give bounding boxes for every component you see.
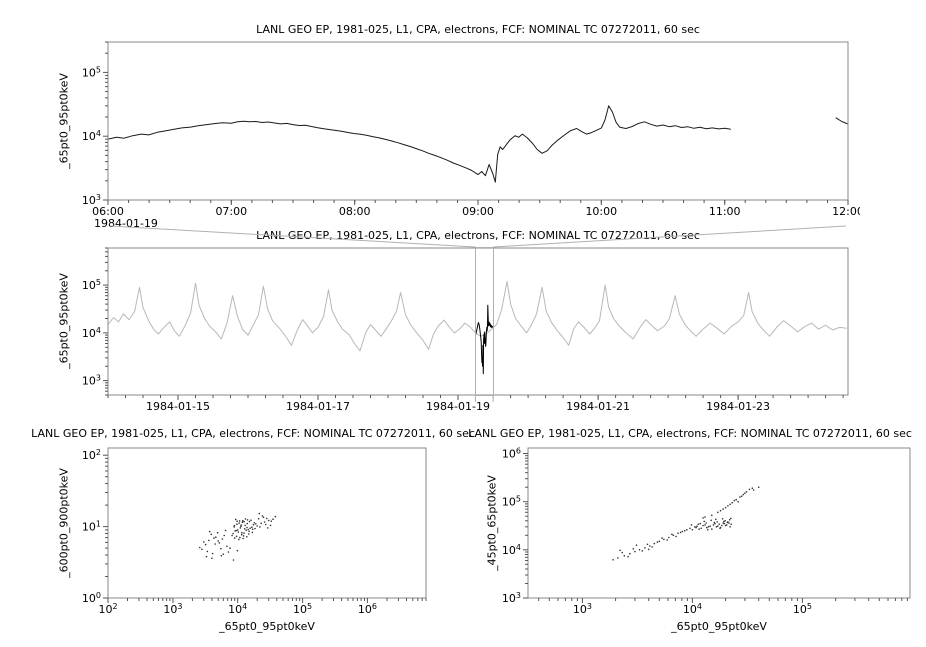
svg-text:104: 104 [228, 602, 247, 616]
top-panel-title: LANL GEO EP, 1981-025, L1, CPA, electron… [256, 23, 700, 36]
svg-text:104: 104 [502, 543, 521, 557]
svg-text:09:00: 09:00 [462, 205, 494, 218]
bottom-left-panel-title: LANL GEO EP, 1981-025, L1, CPA, electron… [31, 427, 475, 440]
svg-text:106: 106 [358, 602, 377, 616]
bottom-right-scatter-plot[interactable]: 103 104 105 103 104 105 106 [480, 440, 926, 635]
svg-text:102: 102 [82, 448, 101, 462]
svg-text:104: 104 [82, 129, 101, 143]
bottom-right-panel-title: LANL GEO EP, 1981-025, L1, CPA, electron… [468, 427, 912, 440]
middle-timeseries-plot[interactable]: 1984-01-15 1984-01-17 1984-01-19 1984-01-21… [60, 240, 860, 430]
svg-text:1984-01-17: 1984-01-17 [286, 400, 350, 413]
svg-text:06:00: 06:00 [92, 205, 124, 218]
top-timeseries-plot[interactable]: 06:0007:0008:0009:0010:0011:0012:0010310… [60, 34, 860, 234]
svg-text:1984-01-23: 1984-01-23 [706, 400, 770, 413]
svg-text:105: 105 [293, 602, 312, 616]
zoom-selection-box[interactable] [474, 247, 495, 396]
svg-text:105: 105 [502, 495, 521, 509]
svg-text:106: 106 [502, 447, 521, 461]
bottom-right-panel-x-axis-label: _65pt0_95pt0keV [671, 620, 767, 633]
svg-text:103: 103 [82, 374, 101, 388]
svg-text:08:00: 08:00 [339, 205, 371, 218]
svg-text:103: 103 [502, 591, 521, 605]
svg-text:105: 105 [82, 278, 101, 292]
svg-text:10:00: 10:00 [585, 205, 617, 218]
svg-text:105: 105 [793, 602, 812, 616]
svg-text:102: 102 [98, 602, 117, 616]
svg-text:1984-01-15: 1984-01-15 [146, 400, 210, 413]
svg-text:104: 104 [82, 326, 101, 340]
svg-text:103: 103 [163, 602, 182, 616]
svg-text:105: 105 [82, 65, 101, 79]
svg-text:12:00: 12:00 [832, 205, 860, 218]
svg-text:1984-01-19: 1984-01-19 [426, 400, 490, 413]
svg-text:101: 101 [82, 520, 101, 534]
svg-text:1984-01-21: 1984-01-21 [566, 400, 630, 413]
svg-text:07:00: 07:00 [215, 205, 247, 218]
svg-text:104: 104 [683, 602, 702, 616]
svg-text:103: 103 [573, 602, 592, 616]
svg-text:11:00: 11:00 [709, 205, 741, 218]
bottom-left-panel-x-axis-label: _65pt0_95pt0keV [219, 620, 315, 633]
